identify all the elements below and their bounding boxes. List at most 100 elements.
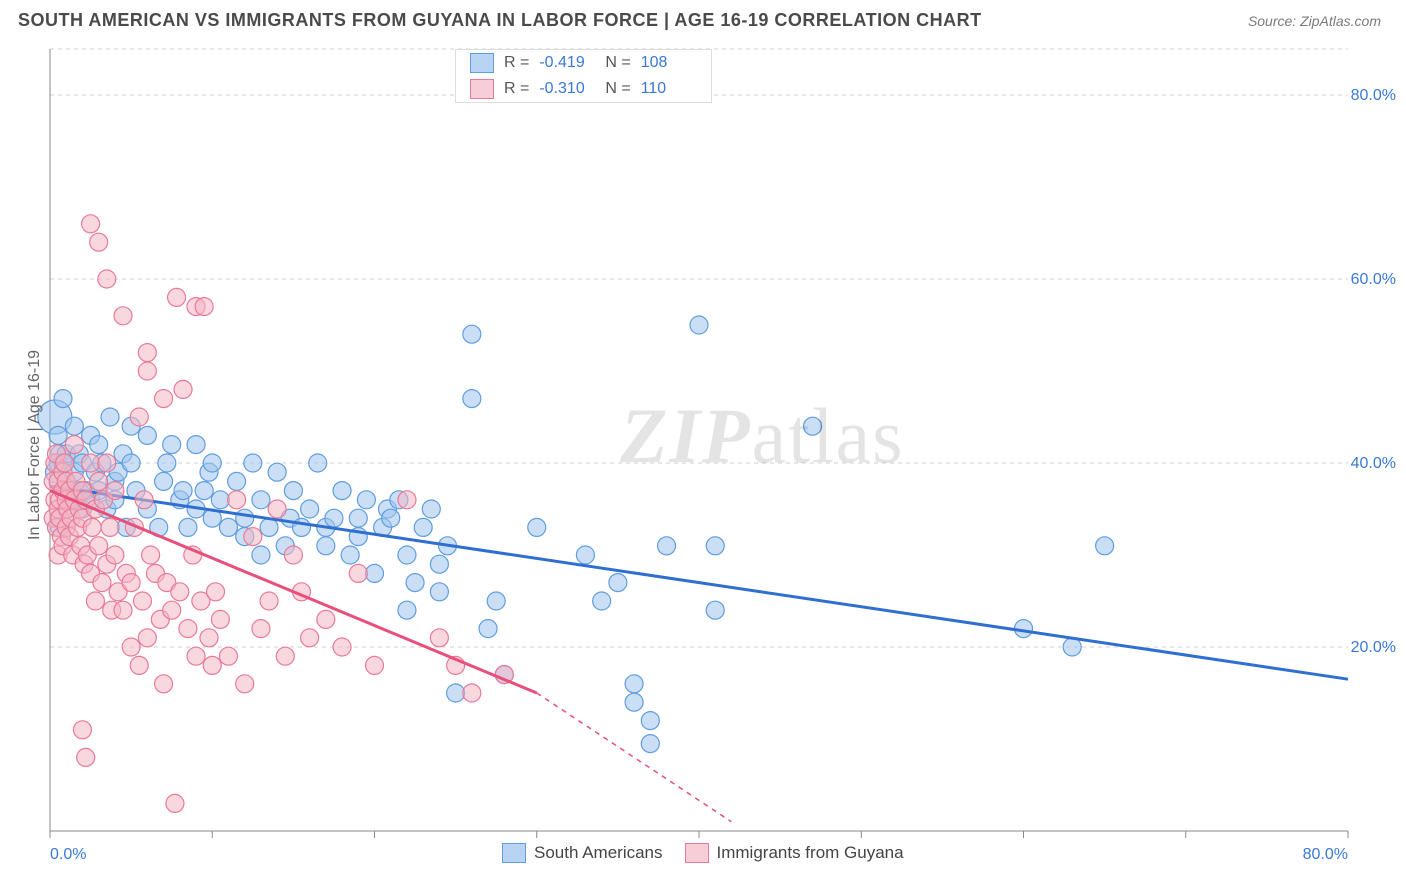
data-point <box>690 316 708 334</box>
data-point <box>135 491 153 509</box>
data-point <box>349 564 367 582</box>
legend-label: Immigrants from Guyana <box>717 843 904 863</box>
legend-item: Immigrants from Guyana <box>685 843 904 863</box>
data-point <box>414 518 432 536</box>
data-point <box>244 528 262 546</box>
data-point <box>90 472 108 490</box>
legend-r-value: -0.310 <box>539 80 595 98</box>
data-point <box>142 546 160 564</box>
data-point <box>138 344 156 362</box>
data-point <box>122 454 140 472</box>
data-point <box>706 537 724 555</box>
data-point <box>73 721 91 739</box>
svg-text:80.0%: 80.0% <box>1303 846 1348 863</box>
data-point <box>268 463 286 481</box>
data-point <box>244 454 262 472</box>
data-point <box>463 684 481 702</box>
data-point <box>200 629 218 647</box>
data-point <box>430 629 448 647</box>
data-point <box>219 518 237 536</box>
legend-row: R =-0.310N =110 <box>456 76 711 102</box>
data-point <box>122 638 140 656</box>
data-point <box>158 454 176 472</box>
data-point <box>317 610 335 628</box>
chart-source: Source: ZipAtlas.com <box>1248 13 1381 29</box>
data-point <box>625 675 643 693</box>
data-point <box>130 656 148 674</box>
data-point <box>77 748 95 766</box>
data-point <box>228 491 246 509</box>
data-point <box>168 288 186 306</box>
data-point <box>56 454 74 472</box>
svg-text:60.0%: 60.0% <box>1351 271 1396 288</box>
data-point <box>219 647 237 665</box>
data-point <box>155 675 173 693</box>
data-point <box>179 518 197 536</box>
data-point <box>90 537 108 555</box>
legend-swatch <box>502 843 526 863</box>
data-point <box>479 620 497 638</box>
data-point <box>90 233 108 251</box>
data-point <box>366 564 384 582</box>
data-point <box>106 482 124 500</box>
series-legend: South Americans Immigrants from Guyana <box>502 843 904 863</box>
legend-label: South Americans <box>534 843 663 863</box>
data-point <box>54 390 72 408</box>
correlation-legend: R =-0.419N =108R =-0.310N =110 <box>455 49 712 103</box>
data-point <box>155 390 173 408</box>
data-point <box>528 518 546 536</box>
legend-swatch <box>470 79 494 99</box>
data-point <box>447 684 465 702</box>
data-point <box>163 436 181 454</box>
data-point <box>430 555 448 573</box>
data-point <box>236 675 254 693</box>
data-point <box>366 656 384 674</box>
data-point <box>236 509 254 527</box>
data-point <box>301 500 319 518</box>
trend-line <box>50 486 1348 679</box>
data-point <box>166 794 184 812</box>
data-point <box>211 491 229 509</box>
data-point <box>625 693 643 711</box>
data-point <box>593 592 611 610</box>
data-point <box>398 601 416 619</box>
data-point <box>252 546 270 564</box>
data-point <box>133 592 151 610</box>
data-point <box>98 270 116 288</box>
data-point <box>609 574 627 592</box>
legend-r-label: R = <box>504 80 529 98</box>
data-point <box>163 601 181 619</box>
data-point <box>260 518 278 536</box>
data-point <box>138 362 156 380</box>
legend-n-value: 108 <box>641 54 697 72</box>
chart-area: 0.0%80.0%20.0%40.0%60.0%80.0% ZIPatlas R… <box>0 31 1406 881</box>
data-point <box>487 592 505 610</box>
data-point <box>106 546 124 564</box>
data-point <box>98 454 116 472</box>
data-point <box>430 583 448 601</box>
legend-n-label: N = <box>605 54 630 72</box>
data-point <box>463 325 481 343</box>
data-point <box>398 546 416 564</box>
data-point <box>82 215 100 233</box>
data-point <box>252 491 270 509</box>
data-point <box>260 592 278 610</box>
scatter-chart: 0.0%80.0%20.0%40.0%60.0%80.0% <box>0 31 1406 881</box>
data-point <box>83 518 101 536</box>
data-point <box>114 307 132 325</box>
data-point <box>576 546 594 564</box>
y-axis-label: In Labor Force | Age 16-19 <box>26 350 44 540</box>
data-point <box>301 629 319 647</box>
legend-n-value: 110 <box>641 80 697 98</box>
data-point <box>122 574 140 592</box>
chart-header: SOUTH AMERICAN VS IMMIGRANTS FROM GUYANA… <box>0 0 1406 31</box>
data-point <box>171 583 189 601</box>
svg-text:0.0%: 0.0% <box>50 846 86 863</box>
data-point <box>658 537 676 555</box>
legend-swatch <box>685 843 709 863</box>
data-point <box>174 380 192 398</box>
data-point <box>641 712 659 730</box>
data-point <box>284 482 302 500</box>
data-point <box>406 574 424 592</box>
data-point <box>174 482 192 500</box>
